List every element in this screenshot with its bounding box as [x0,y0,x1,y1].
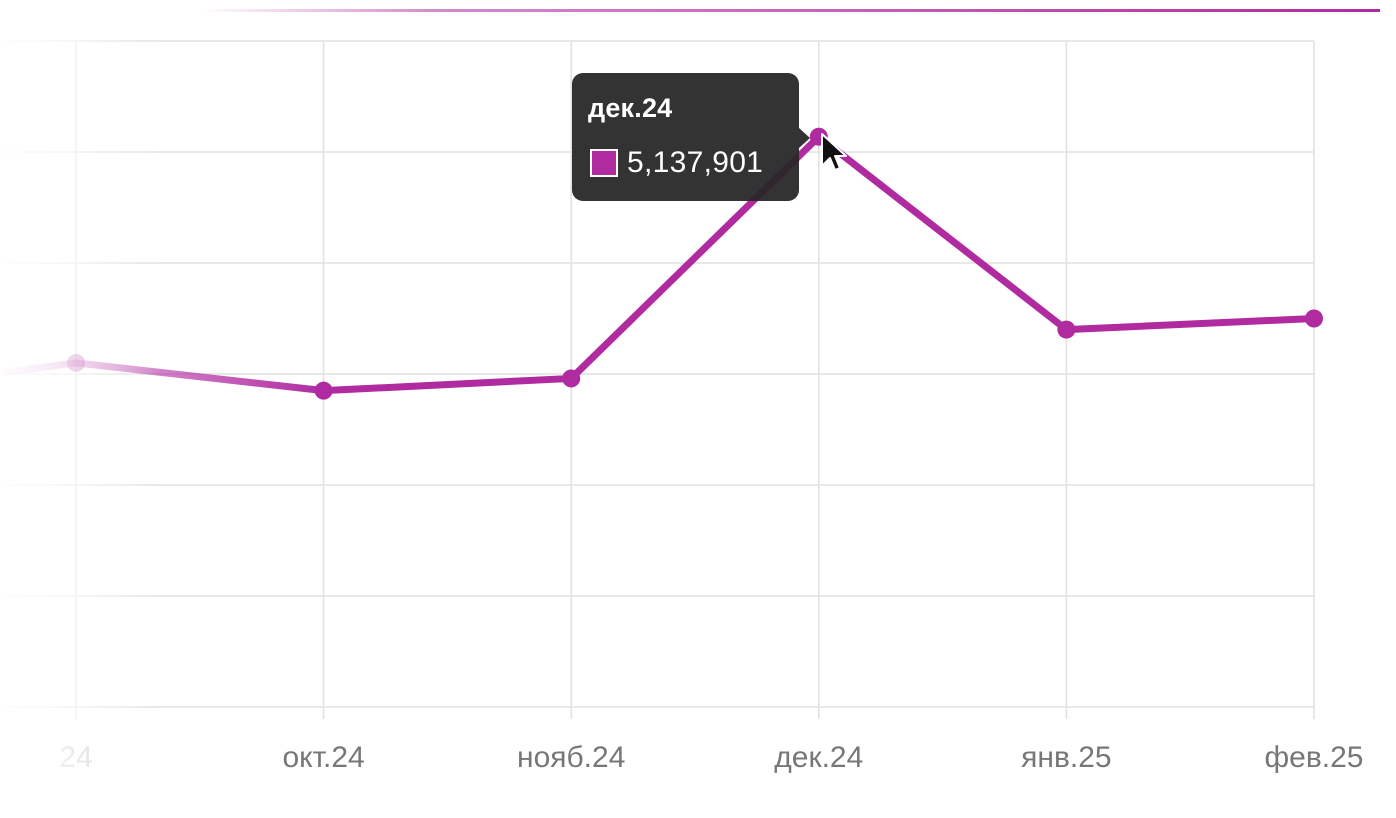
data-tooltip: дек.24 5,137,901 [572,73,799,201]
tooltip-value: 5,137,901 [627,146,764,179]
data-point [314,381,333,400]
arrow-pointer-icon [821,133,847,171]
x-axis-tick-labels: 24 окт.24 нояб.24 дек.24 янв.25 фев.25 [59,741,1363,774]
x-tick-label: дек.24 [774,741,863,774]
x-tick-label: 24 [59,741,92,774]
tooltip-caret [799,128,810,148]
x-tick-label: янв.25 [1021,741,1111,774]
tooltip-series-swatch [590,149,618,177]
grid [0,40,1315,719]
x-tick-label: нояб.24 [517,741,625,774]
data-point [562,369,581,388]
data-point [1305,309,1323,328]
data-point [67,353,85,372]
x-tick-label: окт.24 [282,741,364,774]
top-accent-line [200,9,1380,12]
x-tick-label: фев.25 [1264,741,1363,774]
tooltip-title: дек.24 [588,93,673,123]
series-line-leading-segment [0,359,328,395]
data-point [1057,320,1076,339]
